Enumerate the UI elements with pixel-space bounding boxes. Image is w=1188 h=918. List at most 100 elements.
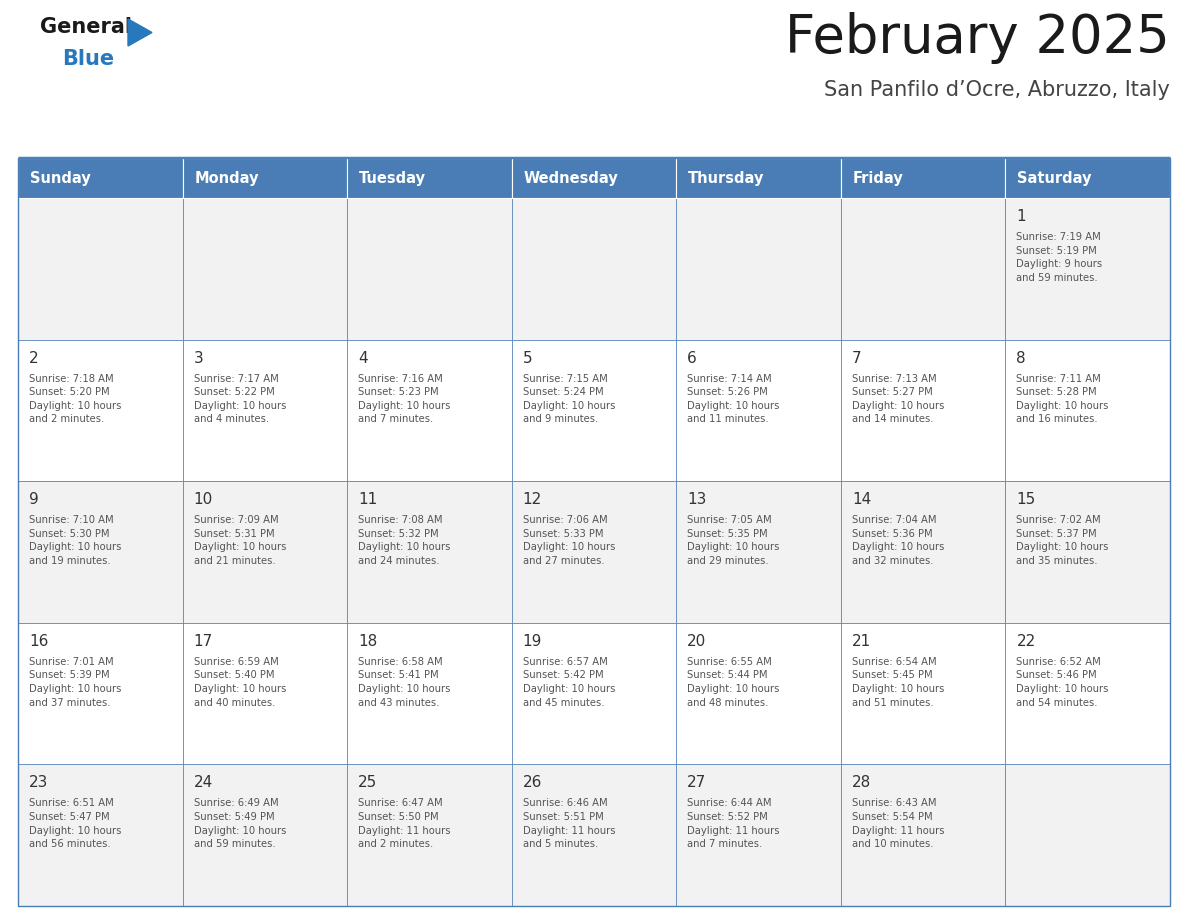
Bar (841, 158, 1005, 198)
Text: Sunrise: 6:55 AM
Sunset: 5:44 PM
Daylight: 10 hours
and 48 minutes.: Sunrise: 6:55 AM Sunset: 5:44 PM Dayligh… (688, 656, 779, 708)
Text: 9: 9 (29, 492, 39, 508)
Bar (676, 340, 841, 481)
Bar (18, 622, 183, 765)
Bar (676, 481, 841, 622)
Text: 23: 23 (29, 776, 49, 790)
Text: Monday: Monday (195, 171, 259, 185)
Text: 22: 22 (1017, 633, 1036, 649)
Bar (841, 198, 1005, 340)
Text: 3: 3 (194, 351, 203, 365)
Text: General: General (40, 17, 132, 37)
Text: Sunrise: 6:47 AM
Sunset: 5:50 PM
Daylight: 11 hours
and 2 minutes.: Sunrise: 6:47 AM Sunset: 5:50 PM Dayligh… (358, 799, 450, 849)
Bar (183, 158, 347, 198)
Bar (676, 622, 841, 765)
Bar (512, 158, 676, 198)
Text: Sunrise: 7:15 AM
Sunset: 5:24 PM
Daylight: 10 hours
and 9 minutes.: Sunrise: 7:15 AM Sunset: 5:24 PM Dayligh… (523, 374, 615, 424)
Text: 13: 13 (688, 492, 707, 508)
Bar (183, 340, 347, 481)
Text: 1: 1 (1017, 209, 1026, 224)
Text: 24: 24 (194, 776, 213, 790)
Text: Thursday: Thursday (688, 171, 765, 185)
Text: 11: 11 (358, 492, 378, 508)
Text: Sunrise: 7:13 AM
Sunset: 5:27 PM
Daylight: 10 hours
and 14 minutes.: Sunrise: 7:13 AM Sunset: 5:27 PM Dayligh… (852, 374, 944, 424)
Text: San Panfilo d’Ocre, Abruzzo, Italy: San Panfilo d’Ocre, Abruzzo, Italy (824, 80, 1170, 100)
Text: Sunrise: 6:46 AM
Sunset: 5:51 PM
Daylight: 11 hours
and 5 minutes.: Sunrise: 6:46 AM Sunset: 5:51 PM Dayligh… (523, 799, 615, 849)
Text: Sunrise: 7:19 AM
Sunset: 5:19 PM
Daylight: 9 hours
and 59 minutes.: Sunrise: 7:19 AM Sunset: 5:19 PM Dayligh… (1017, 232, 1102, 283)
Bar (347, 622, 512, 765)
Bar (347, 765, 512, 906)
Bar (676, 158, 841, 198)
Bar (183, 198, 347, 340)
Bar (1005, 622, 1170, 765)
Text: February 2025: February 2025 (785, 12, 1170, 64)
Text: Sunrise: 6:58 AM
Sunset: 5:41 PM
Daylight: 10 hours
and 43 minutes.: Sunrise: 6:58 AM Sunset: 5:41 PM Dayligh… (358, 656, 450, 708)
Bar (183, 622, 347, 765)
Text: Sunrise: 7:02 AM
Sunset: 5:37 PM
Daylight: 10 hours
and 35 minutes.: Sunrise: 7:02 AM Sunset: 5:37 PM Dayligh… (1017, 515, 1108, 566)
Text: Friday: Friday (853, 171, 904, 185)
Bar (1005, 158, 1170, 198)
Text: 6: 6 (688, 351, 697, 365)
Text: Sunrise: 7:05 AM
Sunset: 5:35 PM
Daylight: 10 hours
and 29 minutes.: Sunrise: 7:05 AM Sunset: 5:35 PM Dayligh… (688, 515, 779, 566)
Bar (18, 481, 183, 622)
Text: 4: 4 (358, 351, 368, 365)
Text: Sunrise: 6:51 AM
Sunset: 5:47 PM
Daylight: 10 hours
and 56 minutes.: Sunrise: 6:51 AM Sunset: 5:47 PM Dayligh… (29, 799, 121, 849)
Bar (347, 158, 512, 198)
Text: 26: 26 (523, 776, 542, 790)
Bar (18, 198, 183, 340)
Text: Sunrise: 6:57 AM
Sunset: 5:42 PM
Daylight: 10 hours
and 45 minutes.: Sunrise: 6:57 AM Sunset: 5:42 PM Dayligh… (523, 656, 615, 708)
Text: Sunrise: 7:10 AM
Sunset: 5:30 PM
Daylight: 10 hours
and 19 minutes.: Sunrise: 7:10 AM Sunset: 5:30 PM Dayligh… (29, 515, 121, 566)
Bar (841, 622, 1005, 765)
Text: Sunrise: 7:08 AM
Sunset: 5:32 PM
Daylight: 10 hours
and 24 minutes.: Sunrise: 7:08 AM Sunset: 5:32 PM Dayligh… (358, 515, 450, 566)
Bar (512, 622, 676, 765)
Text: Sunrise: 7:16 AM
Sunset: 5:23 PM
Daylight: 10 hours
and 7 minutes.: Sunrise: 7:16 AM Sunset: 5:23 PM Dayligh… (358, 374, 450, 424)
Bar (841, 765, 1005, 906)
Text: Sunrise: 6:54 AM
Sunset: 5:45 PM
Daylight: 10 hours
and 51 minutes.: Sunrise: 6:54 AM Sunset: 5:45 PM Dayligh… (852, 656, 944, 708)
Bar (183, 481, 347, 622)
Bar (512, 340, 676, 481)
Bar (1005, 765, 1170, 906)
Text: 8: 8 (1017, 351, 1026, 365)
Text: 27: 27 (688, 776, 707, 790)
Text: 12: 12 (523, 492, 542, 508)
Text: Sunrise: 7:04 AM
Sunset: 5:36 PM
Daylight: 10 hours
and 32 minutes.: Sunrise: 7:04 AM Sunset: 5:36 PM Dayligh… (852, 515, 944, 566)
Text: 14: 14 (852, 492, 871, 508)
Polygon shape (128, 19, 152, 46)
Text: Sunrise: 7:06 AM
Sunset: 5:33 PM
Daylight: 10 hours
and 27 minutes.: Sunrise: 7:06 AM Sunset: 5:33 PM Dayligh… (523, 515, 615, 566)
Bar (841, 340, 1005, 481)
Text: Tuesday: Tuesday (359, 171, 426, 185)
Text: Sunrise: 6:49 AM
Sunset: 5:49 PM
Daylight: 10 hours
and 59 minutes.: Sunrise: 6:49 AM Sunset: 5:49 PM Dayligh… (194, 799, 286, 849)
Text: Sunrise: 6:44 AM
Sunset: 5:52 PM
Daylight: 11 hours
and 7 minutes.: Sunrise: 6:44 AM Sunset: 5:52 PM Dayligh… (688, 799, 779, 849)
Text: Blue: Blue (62, 49, 114, 69)
Bar (841, 481, 1005, 622)
Bar (1005, 340, 1170, 481)
Text: 7: 7 (852, 351, 861, 365)
Text: 17: 17 (194, 633, 213, 649)
Bar (347, 481, 512, 622)
Bar (18, 340, 183, 481)
Text: Sunrise: 7:09 AM
Sunset: 5:31 PM
Daylight: 10 hours
and 21 minutes.: Sunrise: 7:09 AM Sunset: 5:31 PM Dayligh… (194, 515, 286, 566)
Text: Saturday: Saturday (1017, 171, 1092, 185)
Text: 25: 25 (358, 776, 378, 790)
Text: Sunrise: 6:43 AM
Sunset: 5:54 PM
Daylight: 11 hours
and 10 minutes.: Sunrise: 6:43 AM Sunset: 5:54 PM Dayligh… (852, 799, 944, 849)
Bar (18, 158, 183, 198)
Bar (512, 765, 676, 906)
Bar (512, 198, 676, 340)
Text: 18: 18 (358, 633, 378, 649)
Text: 20: 20 (688, 633, 707, 649)
Bar (676, 198, 841, 340)
Bar (347, 340, 512, 481)
Bar (676, 765, 841, 906)
Text: 5: 5 (523, 351, 532, 365)
Bar (512, 481, 676, 622)
Text: Sunrise: 7:01 AM
Sunset: 5:39 PM
Daylight: 10 hours
and 37 minutes.: Sunrise: 7:01 AM Sunset: 5:39 PM Dayligh… (29, 656, 121, 708)
Text: Sunrise: 7:18 AM
Sunset: 5:20 PM
Daylight: 10 hours
and 2 minutes.: Sunrise: 7:18 AM Sunset: 5:20 PM Dayligh… (29, 374, 121, 424)
Text: 15: 15 (1017, 492, 1036, 508)
Text: 19: 19 (523, 633, 542, 649)
Text: Sunrise: 6:59 AM
Sunset: 5:40 PM
Daylight: 10 hours
and 40 minutes.: Sunrise: 6:59 AM Sunset: 5:40 PM Dayligh… (194, 656, 286, 708)
Bar (347, 198, 512, 340)
Text: Sunrise: 7:14 AM
Sunset: 5:26 PM
Daylight: 10 hours
and 11 minutes.: Sunrise: 7:14 AM Sunset: 5:26 PM Dayligh… (688, 374, 779, 424)
Bar (1005, 481, 1170, 622)
Text: 16: 16 (29, 633, 49, 649)
Text: Wednesday: Wednesday (524, 171, 619, 185)
Text: 21: 21 (852, 633, 871, 649)
